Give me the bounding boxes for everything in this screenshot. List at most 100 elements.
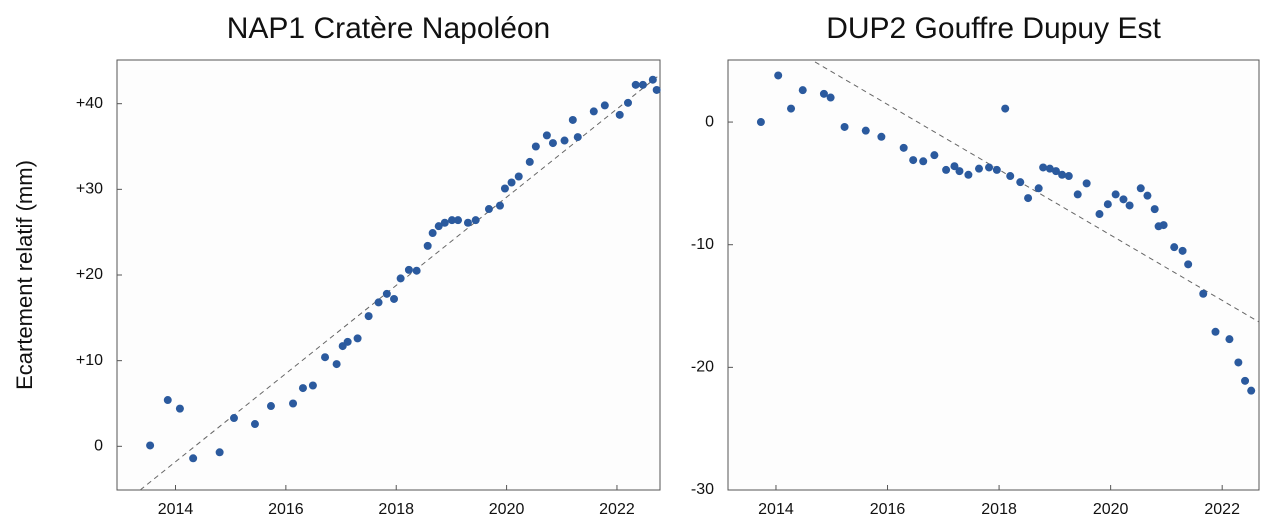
y-tick-label: +10 xyxy=(76,352,103,369)
data-point xyxy=(548,139,557,148)
data-point xyxy=(1199,289,1208,298)
x-tick-label: 2018 xyxy=(378,501,414,518)
data-point xyxy=(756,118,765,127)
y-tick-label: +40 xyxy=(76,95,103,112)
x-tick-label: 2022 xyxy=(1204,501,1240,518)
data-point xyxy=(382,289,391,298)
data-point xyxy=(495,201,504,210)
data-point xyxy=(215,448,224,457)
chart-title: DUP2 Gouffre Dupuy Est xyxy=(826,12,1161,45)
data-point xyxy=(1001,104,1010,113)
data-point xyxy=(1125,201,1134,210)
data-point xyxy=(514,172,523,181)
data-point xyxy=(787,104,796,113)
data-point xyxy=(364,312,373,321)
data-point xyxy=(1234,358,1243,367)
data-point xyxy=(600,101,609,110)
data-point xyxy=(484,205,493,214)
data-point xyxy=(175,404,184,413)
data-point xyxy=(1034,184,1043,193)
data-point xyxy=(500,184,509,193)
data-point xyxy=(1045,164,1054,173)
y-tick-label: +30 xyxy=(76,181,103,198)
data-point xyxy=(974,164,983,173)
data-point xyxy=(423,241,432,250)
x-tick-label: 2016 xyxy=(870,501,906,518)
data-point xyxy=(507,178,516,187)
data-point xyxy=(1178,246,1187,255)
data-point xyxy=(146,441,155,450)
data-point xyxy=(1150,205,1159,214)
data-point xyxy=(919,157,928,166)
data-point xyxy=(390,294,399,303)
data-point xyxy=(774,71,783,80)
data-point xyxy=(1051,167,1060,176)
data-point xyxy=(955,167,964,176)
data-point xyxy=(589,107,598,116)
data-point xyxy=(798,86,807,95)
data-point xyxy=(1136,184,1145,193)
data-point xyxy=(1082,179,1091,188)
plot-frame xyxy=(116,59,661,491)
data-point xyxy=(1064,172,1073,181)
y-tick-label: -30 xyxy=(691,481,714,498)
data-point xyxy=(542,131,551,140)
data-point xyxy=(1143,191,1152,200)
data-point xyxy=(992,165,1001,174)
data-point xyxy=(899,143,908,152)
data-point xyxy=(1039,163,1048,172)
data-point xyxy=(930,151,939,160)
data-point xyxy=(412,266,421,275)
data-point xyxy=(840,122,849,131)
chart-title: NAP1 Cratère Napoléon xyxy=(227,12,551,45)
data-point xyxy=(250,420,259,429)
data-point xyxy=(877,132,886,141)
data-point xyxy=(1006,172,1015,181)
data-point xyxy=(568,115,577,124)
data-point xyxy=(353,334,362,343)
y-axis-label: Ecartement relatif (mm) xyxy=(12,160,37,390)
x-tick-label: 2014 xyxy=(158,501,194,518)
data-point xyxy=(428,229,437,238)
y-tick-label: +20 xyxy=(76,266,103,283)
data-point xyxy=(623,98,632,107)
data-point xyxy=(573,133,582,142)
y-tick-label: 0 xyxy=(94,438,103,455)
data-point xyxy=(615,110,624,119)
data-point xyxy=(909,156,918,165)
trend-line xyxy=(814,61,1260,323)
data-point xyxy=(454,216,463,225)
data-point xyxy=(560,136,569,145)
data-point xyxy=(308,381,317,390)
data-point xyxy=(826,93,835,102)
x-tick-label: 2020 xyxy=(489,501,525,518)
data-point xyxy=(950,162,959,171)
data-point xyxy=(298,384,307,393)
data-point xyxy=(1119,195,1128,204)
data-point xyxy=(343,337,352,346)
data-point xyxy=(289,399,298,408)
data-point xyxy=(374,298,383,307)
data-point xyxy=(638,80,647,89)
data-point xyxy=(985,163,994,172)
data-point xyxy=(1111,190,1120,199)
data-point xyxy=(447,216,456,225)
y-tick-label: 0 xyxy=(705,113,714,130)
data-point xyxy=(332,360,341,369)
data-point xyxy=(1184,260,1193,269)
data-point xyxy=(404,265,413,274)
data-point xyxy=(440,218,449,227)
data-point xyxy=(189,454,198,463)
x-tick-label: 2020 xyxy=(1093,501,1129,518)
data-point xyxy=(819,89,828,98)
data-point xyxy=(1247,386,1256,395)
data-point xyxy=(964,170,973,179)
data-point xyxy=(648,75,657,84)
y-tick-label: -20 xyxy=(691,359,714,376)
data-point xyxy=(463,218,472,227)
data-point xyxy=(1095,210,1104,219)
data-point xyxy=(1211,327,1220,336)
data-point xyxy=(1024,194,1033,203)
data-point xyxy=(266,402,275,411)
